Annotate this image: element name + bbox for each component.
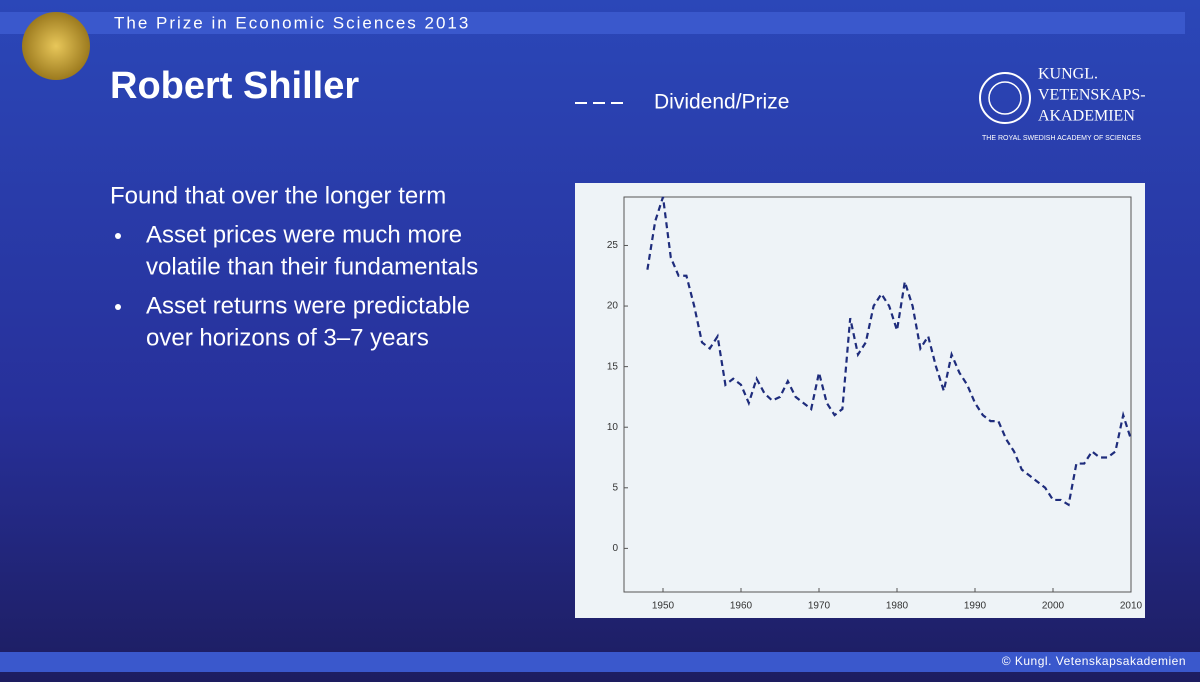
bullet-marker: [115, 233, 121, 239]
x-tick-label: 2010: [1120, 601, 1143, 612]
intro-text: Found that over the longer term: [110, 182, 446, 209]
logo-subtitle: THE ROYAL SWEDISH ACADEMY OF SCIENCES: [982, 135, 1141, 142]
data-line: [646, 196, 1133, 507]
medal: [22, 12, 90, 80]
y-tick-label: 5: [612, 482, 618, 493]
academy-seal: [979, 72, 1031, 124]
x-tick-label: 1980: [886, 601, 909, 612]
y-tick-label: 0: [612, 543, 618, 554]
bullet-line: volatile than their fundamentals: [146, 253, 478, 280]
x-tick-label: 1950: [652, 601, 675, 612]
x-tick-label: 2000: [1042, 601, 1065, 612]
x-tick-label: 1970: [808, 601, 831, 612]
x-tick-label: 1960: [730, 601, 753, 612]
y-tick-label: 20: [607, 301, 619, 312]
bullet-line: Asset prices were much more: [146, 221, 462, 248]
bullet-line: Asset returns were predictable: [146, 292, 470, 319]
legend-label: Dividend/Prize: [654, 91, 789, 114]
x-tick-label: 1990: [964, 601, 987, 612]
bullet-marker: [115, 304, 121, 310]
logo-line: AKADEMIEN: [1038, 108, 1135, 125]
header-title: The Prize in Economic Sciences 2013: [114, 13, 470, 32]
y-tick-label: 15: [607, 361, 619, 372]
slide-title: Robert Shiller: [110, 65, 359, 107]
chart: 0 5 10 15 20 25 1950 1960 1970 1980 1990 2000 2010: [607, 196, 1143, 612]
plot-frame: [623, 196, 1132, 593]
bullet-line: over horizons of 3–7 years: [146, 324, 429, 351]
y-tick-label: 25: [607, 240, 619, 251]
academy-seal-inner: [988, 81, 1022, 115]
footer-bar: [0, 652, 1200, 672]
logo-line: KUNGL.: [1038, 66, 1098, 83]
footer-text: © Kungl. Vetenskapsakademien: [1002, 654, 1186, 668]
logo-line: VETENSKAPS-: [1038, 87, 1146, 104]
header-bar: [0, 12, 1185, 34]
y-tick-label: 10: [607, 422, 619, 433]
chart-panel: [575, 183, 1145, 618]
